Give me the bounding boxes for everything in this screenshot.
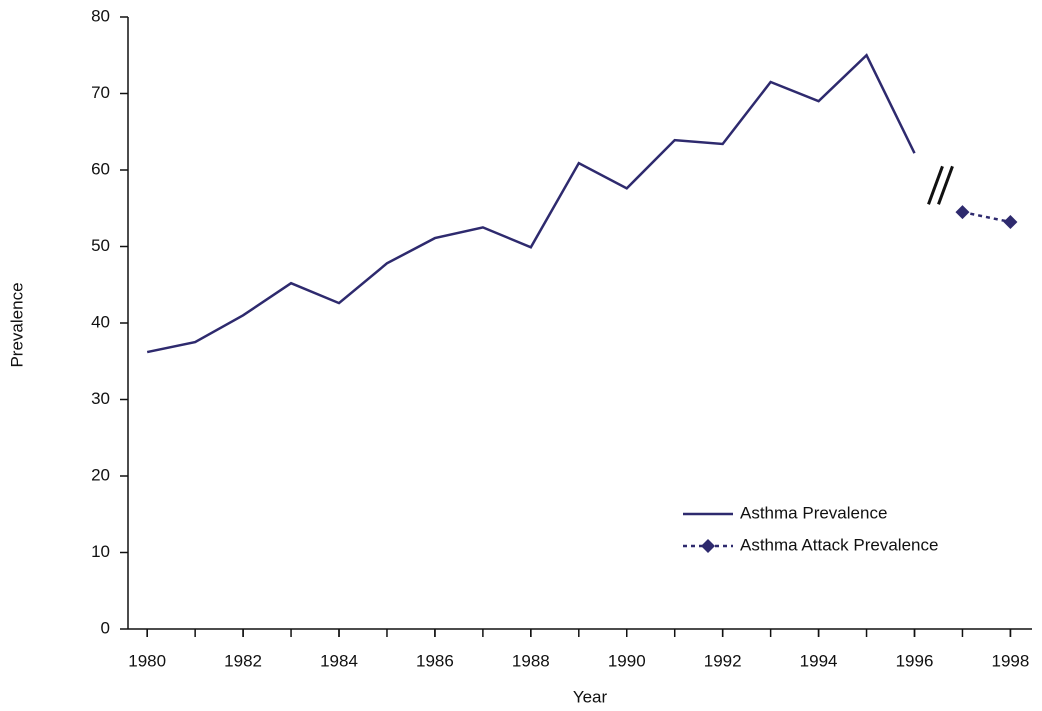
- x-tick-label: 1990: [608, 651, 646, 670]
- y-tick-label: 60: [91, 159, 110, 178]
- x-tick-label: 1996: [896, 651, 934, 670]
- x-tick-label: 1986: [416, 651, 454, 670]
- series-line: [146, 53, 916, 354]
- legend-label: Asthma Prevalence: [740, 503, 887, 522]
- series-line: [962, 210, 1011, 224]
- y-axis-label: Prevalence: [7, 282, 26, 367]
- x-axis-label: Year: [573, 687, 608, 706]
- y-tick-label: 10: [91, 542, 110, 561]
- x-tick-label: 1984: [320, 651, 358, 670]
- x-tick-label: 1988: [512, 651, 550, 670]
- y-tick-label: 30: [91, 389, 110, 408]
- y-tick-label: 0: [101, 618, 110, 637]
- y-tick-label: 40: [91, 312, 110, 331]
- point-marker: [1003, 215, 1018, 230]
- y-tick-label: 80: [91, 6, 110, 25]
- x-tick-label: 1992: [704, 651, 742, 670]
- x-tick-label: 1994: [800, 651, 838, 670]
- y-tick-label: 50: [91, 236, 110, 255]
- point-marker: [955, 205, 970, 220]
- legend-label: Asthma Attack Prevalence: [740, 535, 938, 554]
- y-tick-label: 20: [91, 465, 110, 484]
- legend-marker: [701, 539, 715, 553]
- x-tick-label: 1998: [992, 651, 1030, 670]
- break-mark: [937, 165, 954, 205]
- x-tick-label: 1982: [224, 651, 262, 670]
- x-tick-label: 1980: [128, 651, 166, 670]
- y-tick-label: 70: [91, 83, 110, 102]
- break-mark: [927, 165, 944, 205]
